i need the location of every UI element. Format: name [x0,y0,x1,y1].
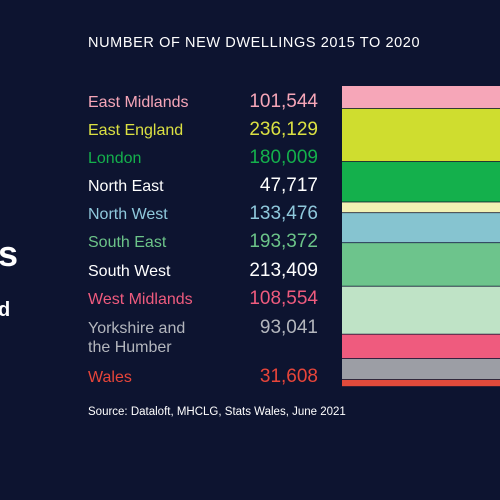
label-north-west: North West [88,206,168,223]
segment-wales [342,379,500,387]
label-yorkshire-and-the-humber: Yorkshire and the Humber [88,320,186,356]
value-east-midlands: 101,544 [249,91,318,112]
value-wales: 31,608 [259,366,318,387]
chart-title: NUMBER OF NEW DWELLINGS 2015 TO 2020 [88,35,421,51]
value-yorkshire-and-the-humber: 93,041 [259,317,318,338]
segment-south-west [342,286,500,334]
segment-east-england [342,108,500,162]
value-london: 180,009 [249,147,318,168]
segment-south-east [342,243,500,286]
segment-north-west [342,213,500,243]
label-east-england: East England [88,122,184,139]
value-west-midlands: 108,554 [249,288,318,309]
segment-west-midlands [342,334,500,359]
segment-london [342,161,500,202]
segment-north-east [342,202,500,213]
label-london: London [88,150,142,167]
value-north-west: 133,476 [249,203,318,224]
label-wales: Wales [88,369,132,386]
label-north-east: North East [88,178,164,195]
segment-east-midlands [342,86,500,109]
chart-source: Source: Dataloft, MHCLG, Stats Wales, Ju… [88,406,346,418]
label-west-midlands: West Midlands [88,291,193,308]
segment-yorkshire-and-the-humber [342,358,500,380]
label-south-west: South West [88,263,171,280]
value-east-england: 236,129 [249,119,318,140]
value-south-west: 213,409 [249,260,318,281]
value-north-east: 47,717 [259,175,318,196]
label-south-east: South East [88,234,167,251]
label-east-midlands: East Midlands [88,94,189,111]
side-heading-fragment: s [0,233,19,274]
value-south-east: 193,372 [249,231,318,252]
side-subheading-fragment: d [0,299,11,321]
